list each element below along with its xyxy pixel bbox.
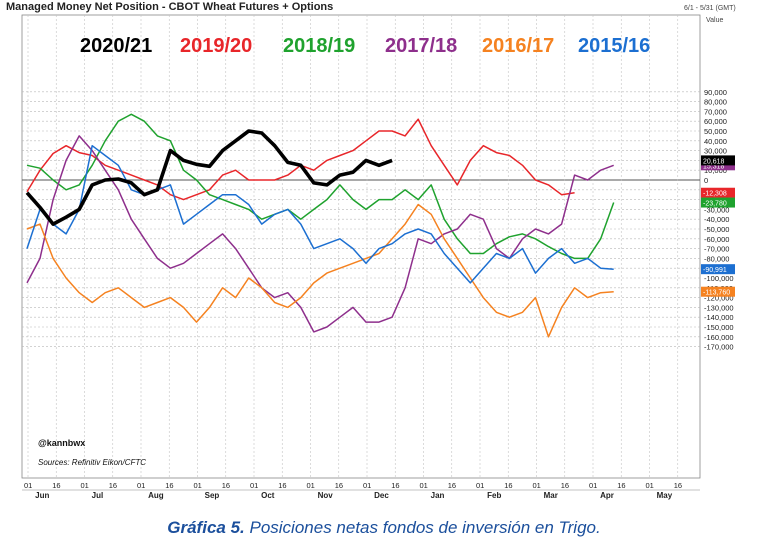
x-tick-label: 16 [222, 481, 230, 490]
month-label: Apr [600, 491, 614, 500]
y-tick-label: -40,000 [704, 215, 729, 224]
legend-item-2017-18: 2017/18 [385, 35, 457, 57]
y-tick-label: -60,000 [704, 235, 729, 244]
y-tick-label: 70,000 [704, 107, 727, 116]
x-tick-label: 01 [307, 481, 315, 490]
month-label: May [657, 491, 673, 500]
y-tick-label: 60,000 [704, 117, 727, 126]
last-value-label-2020-21: 20,618 [703, 158, 725, 165]
x-tick-label: 16 [504, 481, 512, 490]
last-value-tag-2018-19 [701, 197, 735, 208]
series-line-2015-16 [26, 144, 614, 284]
last-value-tag-2015-16 [701, 264, 735, 275]
y-tick-label: 40,000 [704, 137, 727, 146]
x-tick-label: 01 [250, 481, 258, 490]
series-layer [25, 113, 615, 338]
y-tick-label: -70,000 [704, 245, 729, 254]
y-tick-label: -50,000 [704, 225, 729, 234]
series-line-2018-19 [26, 113, 615, 260]
month-label: Dec [374, 491, 389, 500]
axis-layer: 90,00080,00070,00060,00050,00040,00030,0… [22, 88, 735, 500]
x-tick-label: 01 [589, 481, 597, 490]
month-label: Aug [148, 491, 164, 500]
x-tick-label: 16 [278, 481, 286, 490]
x-tick-label: 16 [165, 481, 173, 490]
y-tick-label: -130,000 [704, 303, 734, 312]
y-tick-label: 90,000 [704, 88, 727, 97]
last-value-tag-2020-21 [701, 155, 735, 166]
legend-item-2016-17: 2016/17 [482, 35, 554, 57]
x-tick-label: 01 [81, 481, 89, 490]
y-tick-label: 0 [704, 176, 708, 185]
last-value-label-2019-20: -12,308 [703, 191, 727, 198]
month-label: Jun [35, 491, 49, 500]
month-label: Jul [92, 491, 104, 500]
x-tick-label: 16 [617, 481, 625, 490]
last-value-label-2018-19: -23,780 [703, 201, 727, 208]
last-value-tag-2016-17 [701, 286, 735, 297]
x-tick-label: 16 [391, 481, 399, 490]
x-tick-label: 16 [561, 481, 569, 490]
legend-item-2019-20: 2019/20 [180, 35, 252, 57]
y-tick-label: -120,000 [704, 294, 734, 303]
x-tick-label: 01 [533, 481, 541, 490]
chart-title: Managed Money Net Position - CBOT Wheat … [6, 1, 333, 13]
last-value-label-2015-16: -90,991 [703, 267, 727, 274]
month-label: Oct [261, 491, 275, 500]
y-tick-label: 10,000 [704, 166, 727, 175]
y-tick-label: 50,000 [704, 127, 727, 136]
last-value-label-2017-18: 15,318 [703, 163, 725, 170]
x-tick-label: 01 [476, 481, 484, 490]
credit-label: @kannbwx [38, 438, 85, 448]
last-value-tag-2019-20 [701, 187, 735, 198]
chart-subtitle: 6/1 - 5/31 (GMT) [684, 5, 736, 12]
legend-item-2015-16: 2015/16 [578, 35, 650, 57]
series-line-2020-21 [25, 129, 393, 226]
y-tick-label: -80,000 [704, 254, 729, 263]
legend-item-2020-21: 2020/21 [80, 35, 152, 57]
figure-caption: Gráfica 5. Posiciones netas fondos de in… [0, 518, 768, 538]
month-label: Nov [318, 491, 334, 500]
month-label: Sep [205, 491, 220, 500]
y-tick-label: 80,000 [704, 98, 727, 107]
x-tick-label: 01 [646, 481, 654, 490]
grid [21, 14, 701, 479]
y-tick-label: -160,000 [704, 333, 734, 342]
chart: Managed Money Net Position - CBOT Wheat … [0, 0, 768, 510]
y-tick-label: -170,000 [704, 343, 734, 352]
x-tick-label: 16 [109, 481, 117, 490]
x-tick-label: 16 [674, 481, 682, 490]
caption-label: Gráfica 5. [167, 518, 245, 537]
last-value-label-2016-17: -113,760 [703, 290, 730, 297]
x-tick-label: 01 [24, 481, 32, 490]
y-tick-label: -150,000 [704, 323, 734, 332]
y-tick-label: -100,000 [704, 274, 734, 283]
month-label: Feb [487, 491, 501, 500]
legend-item-2018-19: 2018/19 [283, 35, 355, 57]
legend: 2020/21 2019/20 2018/19 2017/18 2016/17 2015/… [80, 35, 650, 57]
caption-text: Posiciones netas fondos de inversión en … [244, 518, 601, 537]
series-line-2017-18 [26, 135, 614, 333]
month-label: Jan [431, 491, 445, 500]
y-tick-label: -140,000 [704, 313, 734, 322]
x-tick-label: 01 [137, 481, 145, 490]
x-tick-label: 16 [448, 481, 456, 490]
source-label: Sources: Refinitiv Eikon/CFTC [38, 458, 146, 467]
x-tick-label: 01 [363, 481, 371, 490]
y-tick-label: 30,000 [704, 147, 727, 156]
series-line-2016-17 [26, 203, 614, 338]
plot-frame [21, 14, 701, 479]
x-tick-label: 16 [335, 481, 343, 490]
y-tick-label: -30,000 [704, 205, 729, 214]
x-tick-label: 16 [52, 481, 60, 490]
x-tick-label: 01 [194, 481, 202, 490]
month-label: Mar [544, 491, 558, 500]
chart-background [0, 0, 768, 510]
y-axis-label: Value [706, 17, 723, 24]
x-tick-label: 01 [420, 481, 428, 490]
